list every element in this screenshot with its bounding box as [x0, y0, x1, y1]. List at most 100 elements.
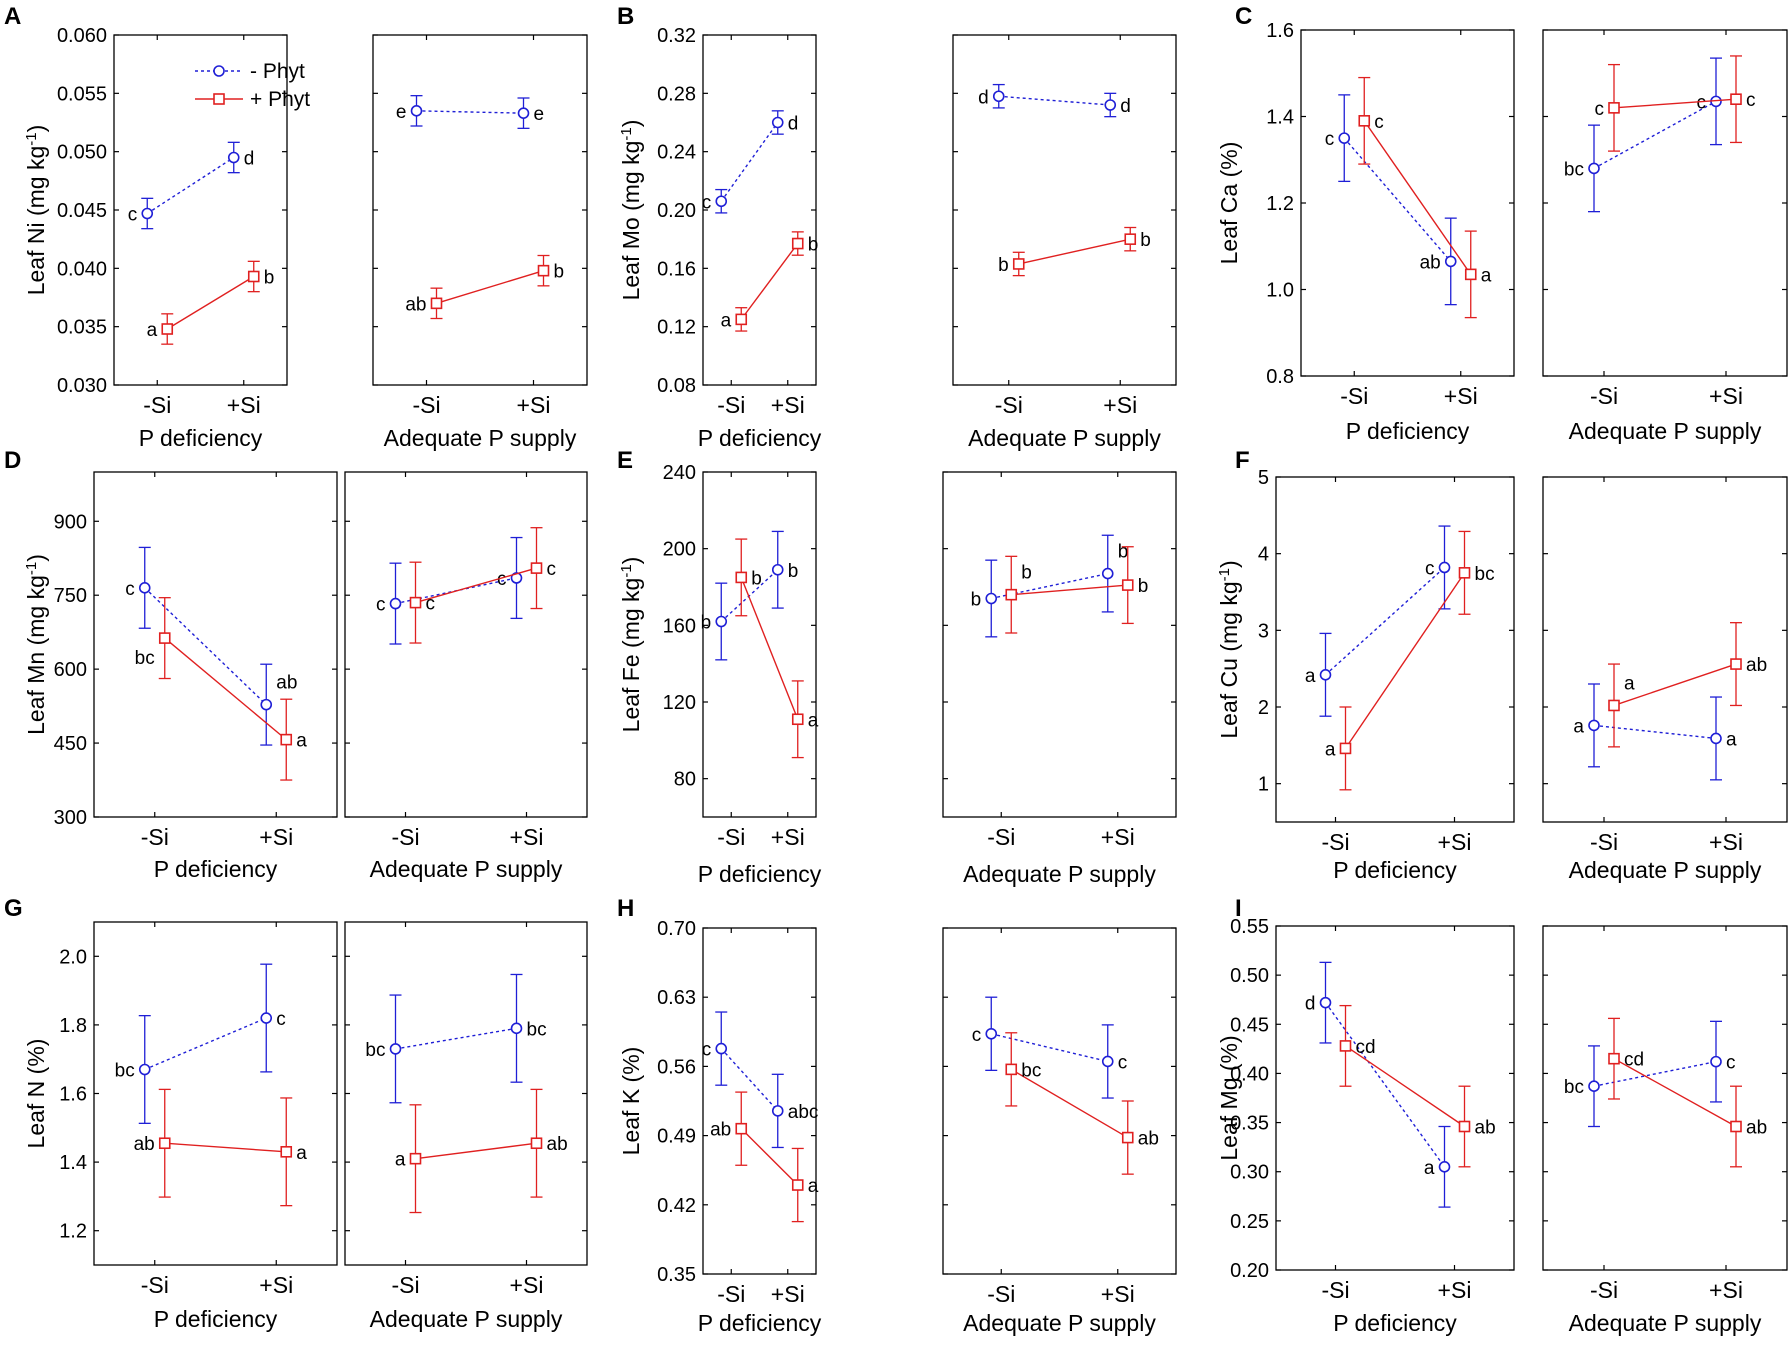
series-line	[1593, 100, 1717, 170]
x-tick-label: -Si	[1321, 1277, 1349, 1303]
y-tick-label: 0.70	[657, 918, 696, 940]
y-tick-label: 0.8	[1266, 366, 1294, 388]
significance-letter: c	[497, 569, 507, 590]
data-point	[735, 1122, 748, 1135]
data-point	[1444, 255, 1457, 268]
series-line	[144, 1017, 267, 1071]
y-axis-label-main: Leaf K (%)	[618, 1047, 644, 1156]
significance-letter: c	[276, 1009, 286, 1030]
x-tick-label: +Si	[1709, 383, 1743, 409]
x-tick-label: -Si	[1340, 383, 1368, 409]
significance-letter: c	[702, 192, 712, 213]
plot-frame	[1542, 29, 1788, 377]
y-axis-label: Leaf Mo (mg kg-1)	[618, 120, 644, 301]
group-label: Adequate P supply	[1569, 418, 1762, 444]
plot-frame	[942, 471, 1177, 818]
y-tick-label: 0.49	[657, 1126, 696, 1148]
significance-letter: c	[125, 579, 135, 600]
series-line	[415, 567, 537, 604]
significance-letter: c	[1425, 558, 1435, 579]
data-point	[409, 596, 422, 609]
series-line	[1363, 120, 1472, 275]
y-axis-label-main: Leaf Ca (%)	[1216, 142, 1242, 265]
y-axis-label-sup: -1	[23, 562, 40, 575]
y-tick-label: 0.55	[1230, 916, 1269, 938]
y-tick-label: 160	[663, 615, 696, 637]
significance-letter: b	[264, 268, 275, 289]
y-tick-label: 1.8	[59, 1015, 87, 1037]
x-tick-label: -Si	[717, 1281, 745, 1307]
significance-letter: a	[395, 1150, 406, 1171]
data-point	[985, 1027, 998, 1040]
data-point	[389, 1043, 402, 1055]
plot-frame	[93, 921, 338, 1266]
data-point	[735, 313, 748, 326]
data-point	[158, 632, 171, 644]
significance-letter: b	[1021, 563, 1032, 584]
group-label: Adequate P supply	[968, 425, 1161, 451]
data-point	[260, 1012, 273, 1024]
data-point	[1121, 579, 1134, 591]
y-axis-label-main: Leaf Fe (mg kg	[618, 578, 644, 733]
y-tick-label: 600	[54, 659, 87, 681]
y-axis-label-main: Leaf Cu (mg kg	[1216, 581, 1242, 738]
x-tick-label: +Si	[1101, 824, 1135, 850]
y-axis-label: Leaf Ni (mg kg-1)	[23, 125, 49, 296]
y-tick-label: 1.0	[1266, 280, 1294, 302]
significance-letter: ab	[405, 294, 426, 315]
y-tick-label: 0.12	[657, 317, 696, 339]
series-line	[395, 1027, 517, 1050]
series-line	[1593, 1060, 1717, 1087]
significance-letter: ab	[1746, 655, 1767, 676]
y-axis-label-sup: -1	[23, 132, 40, 145]
chart-a: A Leaf Ni (mg kg-1) 0.030 0.035 0.040 0.045 0.…	[4, 3, 588, 451]
significance-letter: bc	[135, 648, 155, 669]
series-line	[415, 1142, 537, 1160]
chart-d: D Leaf Mn (mg kg-1) 300 450 600 750 900 -Si +Si P…	[4, 447, 588, 882]
y-tick-label: 0.24	[657, 142, 696, 164]
significance-letter: bc	[115, 1060, 135, 1081]
y-axis-label: Leaf Fe (mg kg-1)	[618, 557, 644, 733]
series-line	[1593, 724, 1717, 740]
series-line	[740, 243, 799, 320]
significance-letter: a	[808, 1176, 819, 1197]
y-axis-label: Leaf Cu (mg kg-1)	[1216, 560, 1242, 738]
y-tick-label: 0.25	[1230, 1211, 1269, 1233]
significance-letter: a	[721, 310, 732, 331]
data-point	[530, 562, 543, 574]
x-tick-label: -Si	[1590, 829, 1618, 855]
y-tick-label: 1.2	[59, 1221, 87, 1243]
y-tick-label: 1.6	[59, 1084, 87, 1106]
significance-letter: c	[1374, 112, 1384, 133]
data-point	[715, 195, 728, 208]
significance-letter: ab	[1746, 1118, 1767, 1139]
significance-letter: bc	[1475, 564, 1495, 585]
group-label: Adequate P supply	[963, 861, 1156, 887]
data-point	[1458, 567, 1471, 579]
data-point	[260, 698, 273, 711]
x-tick-label: +Si	[1709, 829, 1743, 855]
y-axis-label-main: Leaf N (%)	[23, 1039, 49, 1149]
significance-letter: c	[547, 559, 557, 580]
data-point	[1710, 732, 1722, 745]
significance-letter: abc	[788, 1102, 819, 1123]
significance-letter: a	[1573, 716, 1584, 737]
x-tick-label: +Si	[1709, 1277, 1743, 1303]
plot-frame	[1300, 29, 1515, 377]
y-tick-label: 0.30	[1230, 1162, 1269, 1184]
data-point	[409, 1152, 422, 1165]
significance-letter: bc	[1564, 159, 1584, 180]
data-point	[430, 297, 443, 310]
data-point	[247, 270, 260, 283]
series-line	[1010, 1068, 1129, 1139]
significance-letter: e	[396, 102, 407, 123]
x-tick-label: +Si	[510, 824, 544, 850]
significance-letter: d	[1120, 96, 1131, 117]
significance-letter: a	[1424, 1158, 1435, 1179]
data-point	[1608, 1052, 1620, 1065]
x-tick-label: +Si	[1444, 383, 1478, 409]
legend-marker-plus	[213, 93, 225, 105]
significance-letter: b	[971, 590, 982, 611]
x-tick-label: -Si	[1590, 383, 1618, 409]
x-tick-label: -Si	[987, 1281, 1015, 1307]
